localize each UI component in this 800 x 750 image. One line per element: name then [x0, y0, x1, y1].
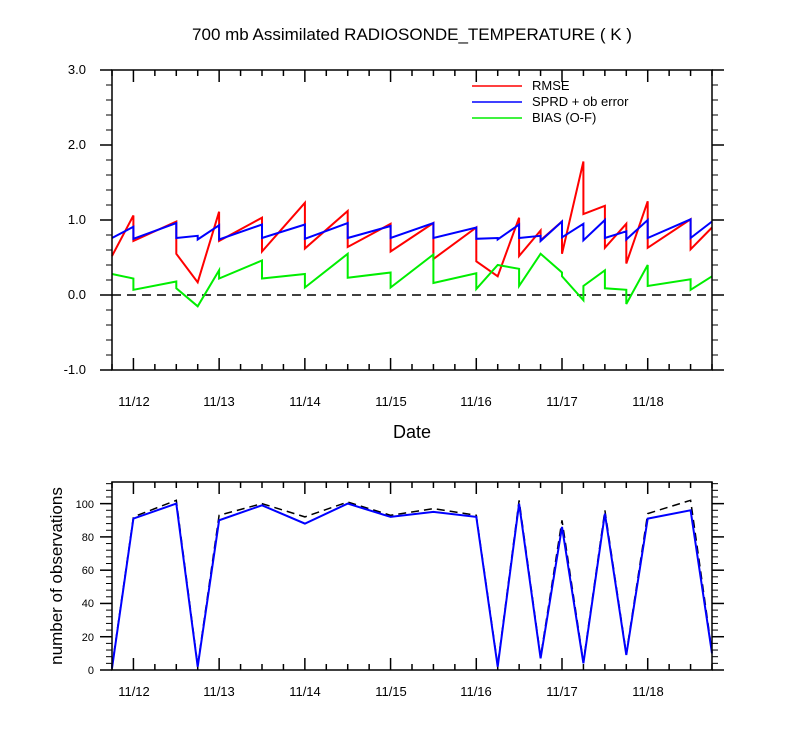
top-y-label-0: -1.0 — [64, 362, 86, 377]
bottom-x-label-4: 11/16 — [460, 684, 492, 699]
legend-label-bias: BIAS (O-F) — [532, 110, 596, 125]
legend-label-sprd: SPRD + ob error — [532, 94, 629, 109]
top-y-label-2: 1.0 — [68, 212, 86, 227]
y-axis-title-observations: number of observations — [47, 487, 66, 665]
bottom-x-label-6: 11/18 — [632, 684, 664, 699]
legend: RMSE SPRD + ob error BIAS (O-F) — [472, 78, 629, 125]
bottom-plot-frame — [111, 481, 713, 671]
top-plot-frame — [111, 69, 713, 371]
bottom-y-label-5: 100 — [76, 499, 94, 511]
bottom-series-lines — [111, 499, 713, 669]
top-x-label-6: 11/18 — [632, 394, 664, 409]
chart-title: 700 mb Assimilated RADIOSONDE_TEMPERATUR… — [192, 25, 632, 44]
bottom-x-label-2: 11/14 — [289, 684, 321, 699]
bottom-y-label-4: 80 — [82, 532, 94, 544]
bottom-series-assimilated — [111, 502, 713, 669]
bottom-x-label-1: 11/13 — [203, 684, 235, 699]
bottom-y-label-3: 60 — [82, 565, 94, 577]
bottom-ticks — [100, 482, 724, 671]
top-x-label-2: 11/14 — [289, 394, 321, 409]
bottom-y-label-1: 20 — [82, 632, 94, 644]
top-series-rmse — [111, 161, 713, 285]
top-x-label-4: 11/16 — [460, 394, 492, 409]
top-x-label-5: 11/17 — [546, 394, 578, 409]
top-x-label-1: 11/13 — [203, 394, 235, 409]
legend-label-rmse: RMSE — [532, 78, 570, 93]
bottom-panel: 0 20 40 60 80 100 11/12 11/13 11/14 11/1… — [47, 481, 724, 699]
bottom-y-label-2: 40 — [82, 598, 94, 610]
x-axis-title: Date — [393, 422, 431, 442]
bottom-x-label-3: 11/15 — [375, 684, 407, 699]
bottom-x-label-5: 11/17 — [546, 684, 578, 699]
top-y-label-1: 0.0 — [68, 287, 86, 302]
bottom-x-label-0: 11/12 — [118, 684, 150, 699]
top-y-label-3: 2.0 — [68, 137, 86, 152]
top-panel: -1.0 0.0 1.0 2.0 3.0 11/12 11/13 11/14 1… — [64, 62, 724, 442]
bottom-y-label-0: 0 — [88, 665, 94, 677]
top-x-label-0: 11/12 — [118, 394, 150, 409]
top-series-bias-o-f — [111, 251, 713, 308]
top-ticks — [100, 69, 724, 371]
top-x-label-3: 11/15 — [375, 394, 407, 409]
top-series-lines — [111, 161, 713, 308]
top-y-label-4: 3.0 — [68, 62, 86, 77]
top-series-sprd-ob-error — [111, 217, 713, 244]
